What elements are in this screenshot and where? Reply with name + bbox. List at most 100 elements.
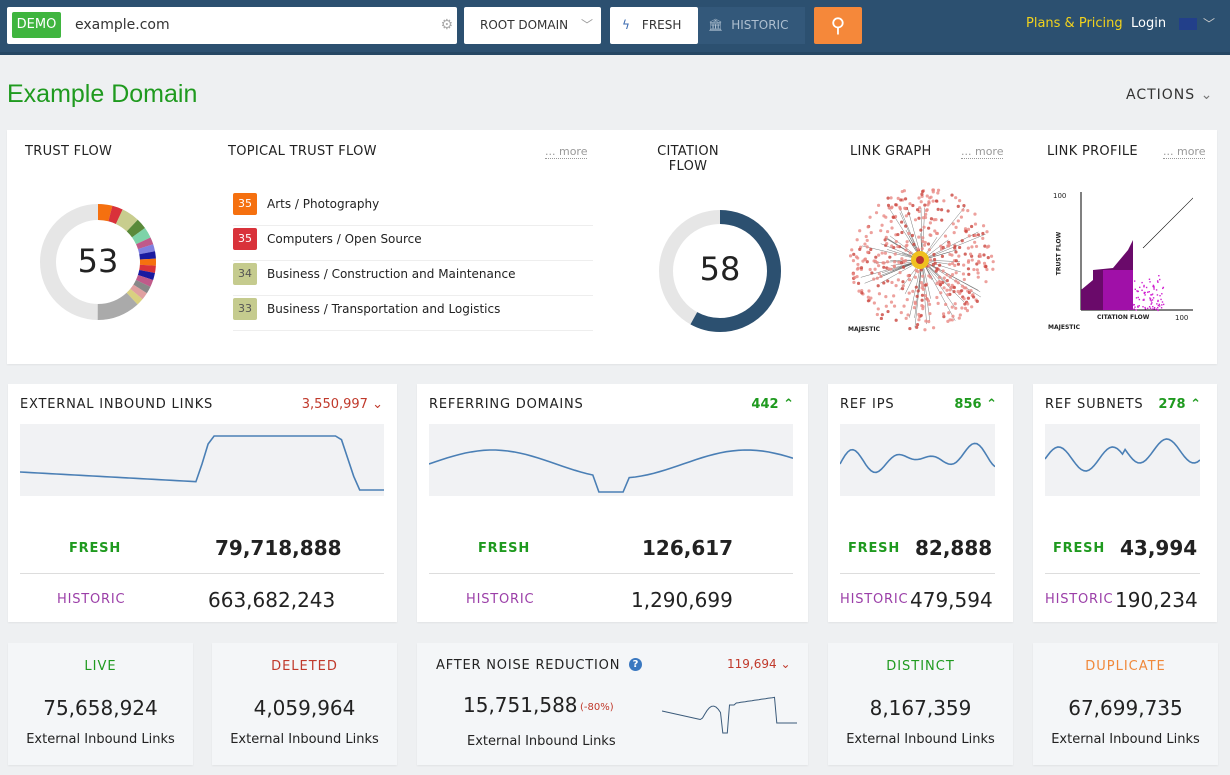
actions-menu[interactable]: ACTIONS ⌄ <box>1126 87 1213 103</box>
summary-title: DUPLICATE <box>1085 659 1166 674</box>
stat-change-value: 278 <box>1158 397 1186 412</box>
fresh-value: 82,888 <box>915 536 993 560</box>
flow-label: FLOW <box>668 159 708 174</box>
historic-value: 1,290,699 <box>631 588 733 612</box>
divider <box>20 573 384 574</box>
scope-select[interactable]: ROOT DOMAIN ﹀ <box>464 7 601 44</box>
summary-value: 75,658,924 <box>43 696 158 720</box>
divider <box>429 573 793 574</box>
topical-item[interactable]: 35 Arts / Photography <box>233 191 593 226</box>
citation-flow-value: 58 <box>699 250 741 288</box>
summary-title: DELETED <box>271 659 338 674</box>
demo-badge: DEMO <box>12 12 61 38</box>
plans-pricing-link[interactable]: Plans & Pricing <box>1026 16 1123 31</box>
fresh-label: FRESH <box>641 18 682 32</box>
stat-change: 856 ⌃ <box>954 397 997 412</box>
historic-index-button[interactable]: 🏛 HISTORIC <box>698 7 805 44</box>
stat-sparkline <box>839 424 996 496</box>
stat-change: 3,550,997 ⌄ <box>302 397 383 412</box>
link-graph-image[interactable] <box>847 185 997 335</box>
historic-value: 190,234 <box>1115 588 1198 612</box>
stat-card: REFERRING DOMAINS 442 ⌃ FRESH 126,617 HI… <box>417 384 808 622</box>
chevron-down-icon: ﹀ <box>580 18 593 32</box>
fresh-value: 79,718,888 <box>215 536 342 560</box>
stat-change: 278 ⌃ <box>1158 397 1201 412</box>
stat-change-value: 442 <box>751 397 779 412</box>
stat-card: REF IPS 856 ⌃ FRESH 82,888 HISTORIC 479,… <box>828 384 1013 622</box>
arrow-icon: ⌃ <box>783 397 794 412</box>
search-input[interactable]: example.com <box>75 17 170 33</box>
stat-title: REF SUBNETS <box>1045 397 1144 412</box>
fresh-label: FRESH <box>848 541 901 556</box>
y-axis-label: TRUST FLOW <box>1055 231 1063 276</box>
topical-item[interactable]: 34 Business / Construction and Maintenanc… <box>233 261 593 296</box>
majestic-logo: MAJESTIC <box>1048 324 1080 331</box>
trust-flow-segment <box>40 204 156 320</box>
topical-label: Business / Construction and Maintenance <box>267 267 516 281</box>
majestic-logo: MAJESTIC <box>848 326 880 333</box>
citation-flow-donut <box>659 210 781 332</box>
divider <box>840 573 995 574</box>
historic-value: 663,682,243 <box>208 588 336 612</box>
summary-card: DELETED 4,059,964 External Inbound Links <box>212 643 397 765</box>
search-button[interactable]: ⚲ <box>814 7 862 44</box>
trust-flow-value: 53 <box>77 242 119 280</box>
search-box[interactable]: DEMO example.com ⚙ <box>7 7 457 44</box>
link-profile-heading: LINK PROFILE <box>1047 144 1138 159</box>
link-profile-chart[interactable] <box>1073 190 1193 314</box>
help-icon[interactable]: ? <box>629 658 642 671</box>
chevron-down-icon[interactable]: ﹀ <box>1203 17 1216 31</box>
topical-trust-flow-heading: TOPICAL TRUST FLOW <box>228 144 377 159</box>
link-profile-more-link[interactable]: ... more <box>1163 145 1206 159</box>
noise-change: 119,694 ⌄ <box>727 657 791 671</box>
fresh-label: FRESH <box>69 541 122 556</box>
summary-title: LIVE <box>84 659 117 674</box>
arrow-icon: ⌄ <box>372 397 383 412</box>
sparkline-line <box>19 435 384 491</box>
fresh-value: 126,617 <box>642 536 734 560</box>
scope-value: ROOT DOMAIN <box>480 18 569 32</box>
gear-icon[interactable]: ⚙ <box>440 17 453 33</box>
sparkline-line <box>428 449 794 493</box>
sparkline-line <box>839 442 996 474</box>
sparkline-line <box>1044 438 1201 472</box>
topical-score-badge: 33 <box>233 298 257 320</box>
overview-card: TRUST FLOW 53 TOPICAL TRUST FLOW ... mor… <box>7 130 1217 364</box>
noise-value: 15,751,588 <box>463 693 578 717</box>
x-axis-label: CITATION FLOW <box>1097 314 1150 321</box>
noise-heading: AFTER NOISE REDUCTION <box>436 658 621 673</box>
topical-label: Computers / Open Source <box>267 232 422 246</box>
stat-change-value: 3,550,997 <box>301 397 368 412</box>
arrow-down-icon: ⌄ <box>780 657 791 671</box>
login-link[interactable]: Login <box>1131 16 1167 31</box>
noise-reduction-card: AFTER NOISE REDUCTION ? 119,694 ⌄ 15,751… <box>417 643 808 765</box>
stat-change: 442 ⌃ <box>751 397 794 412</box>
x-max-label: 100 <box>1175 314 1189 322</box>
trust-flow-segment <box>40 204 156 320</box>
stat-card: REF SUBNETS 278 ⌃ FRESH 43,994 HISTORIC … <box>1033 384 1217 622</box>
summary-sub: External Inbound Links <box>846 732 995 747</box>
divider <box>1045 573 1200 574</box>
fresh-index-button[interactable]: ϟ FRESH <box>610 7 698 44</box>
historic-label: HISTORIC <box>1045 592 1114 607</box>
topical-item[interactable]: 35 Computers / Open Source <box>233 226 593 261</box>
trust-flow-heading: TRUST FLOW <box>25 144 113 159</box>
stat-card: EXTERNAL INBOUND LINKS 3,550,997 ⌄ FRESH… <box>8 384 397 622</box>
historic-label: HISTORIC <box>840 592 909 607</box>
stat-sparkline <box>1044 424 1201 496</box>
noise-sparkline <box>662 696 797 734</box>
link-graph-heading: LINK GRAPH <box>850 144 932 159</box>
actions-label: ACTIONS <box>1126 87 1196 103</box>
topical-item[interactable]: 33 Business / Transportation and Logistic… <box>233 296 593 331</box>
link-graph-more-link[interactable]: ... more <box>961 145 1004 159</box>
stat-title: EXTERNAL INBOUND LINKS <box>20 397 214 412</box>
top-nav: DEMO example.com ⚙ ROOT DOMAIN ﹀ ϟ FRESH 🏛… <box>0 0 1230 55</box>
summary-card: DISTINCT 8,167,359 External Inbound Link… <box>828 643 1013 765</box>
fresh-label: FRESH <box>478 541 531 556</box>
uk-flag-icon[interactable] <box>1179 18 1197 30</box>
summary-sub: External Inbound Links <box>26 732 175 747</box>
historic-label: HISTORIC <box>466 592 535 607</box>
lightning-icon: ϟ <box>622 18 630 32</box>
y-max-label: 100 <box>1053 192 1067 200</box>
topical-more-link[interactable]: ... more <box>545 145 588 159</box>
